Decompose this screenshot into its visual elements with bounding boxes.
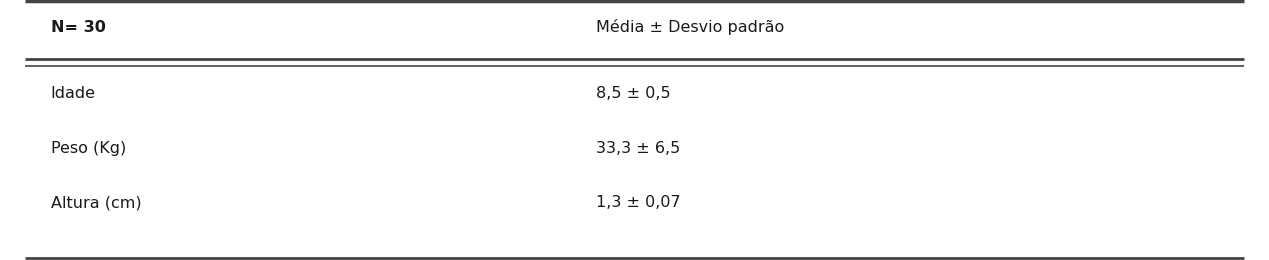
Text: Altura (cm): Altura (cm): [51, 195, 141, 210]
Text: Peso (Kg): Peso (Kg): [51, 141, 126, 156]
Text: 1,3 ± 0,07: 1,3 ± 0,07: [596, 195, 681, 210]
Text: Idade: Idade: [51, 86, 95, 101]
Text: Média ± Desvio padrão: Média ± Desvio padrão: [596, 19, 784, 35]
Text: N= 30: N= 30: [51, 20, 105, 35]
Text: 8,5 ± 0,5: 8,5 ± 0,5: [596, 86, 671, 101]
Text: 33,3 ± 6,5: 33,3 ± 6,5: [596, 141, 680, 156]
